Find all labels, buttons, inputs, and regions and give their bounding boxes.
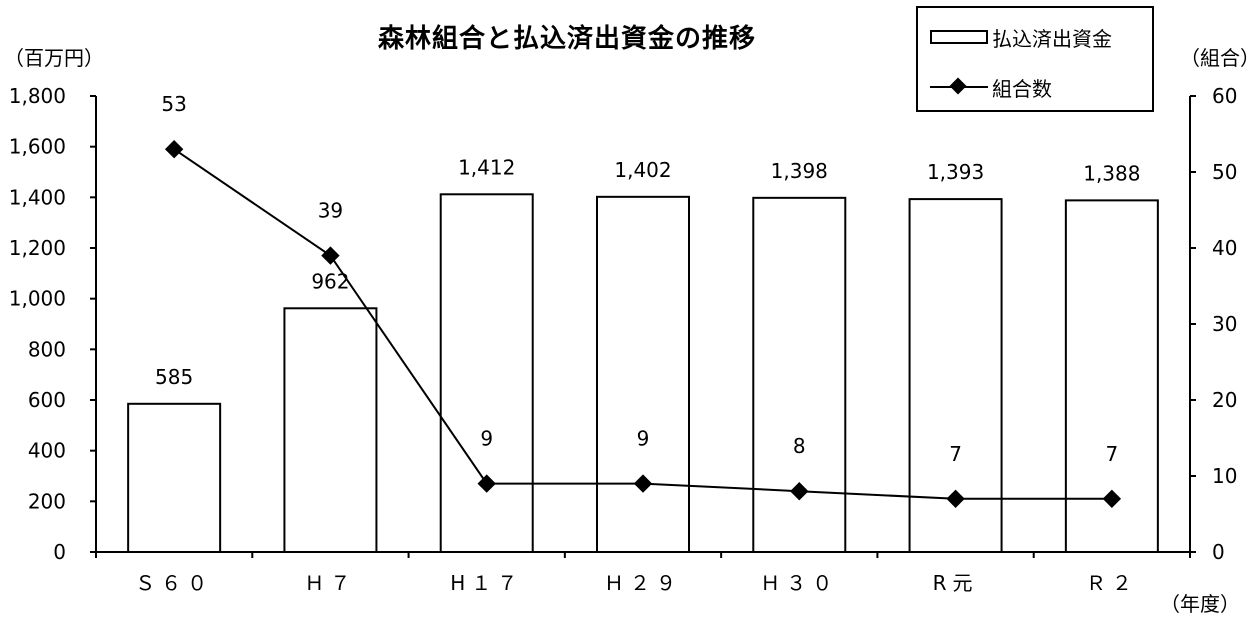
line-data-label: 7 xyxy=(949,442,962,466)
line-point xyxy=(477,474,496,493)
bar xyxy=(439,193,534,553)
y-left-tick-label: 1,800 xyxy=(9,84,66,108)
x-axis-unit: （年度） xyxy=(1160,592,1240,616)
y-left-tick-label: 1,200 xyxy=(9,236,66,260)
line-data-label: 9 xyxy=(480,427,493,451)
y-right-tick-label: 60 xyxy=(1212,84,1237,108)
y-left-tick-label: 400 xyxy=(28,439,66,463)
line-point xyxy=(946,489,965,508)
line-data-label: 9 xyxy=(637,427,650,451)
bar xyxy=(283,307,378,553)
y-right-tick-label: 40 xyxy=(1212,236,1237,260)
legend-line-label: 組合数 xyxy=(992,76,1052,101)
line-point xyxy=(1102,489,1122,508)
y-right-tick-label: 0 xyxy=(1212,540,1225,564)
y-left-tick-label: 1,000 xyxy=(9,287,66,311)
x-tick-label: Ｓ６０ xyxy=(135,571,213,595)
bar-data-label: 962 xyxy=(311,269,349,293)
legend-line-swatch xyxy=(930,77,988,97)
bar-data-label: 1,398 xyxy=(771,159,828,183)
y-right-tick-label: 20 xyxy=(1212,388,1237,412)
y-left-tick-label: 600 xyxy=(28,388,66,412)
legend-bar-label: 払込済出資金 xyxy=(992,26,1112,51)
y-left-tick-label: 800 xyxy=(28,337,66,361)
y-left-tick-label: 200 xyxy=(28,489,66,513)
bar-data-label: 1,402 xyxy=(614,158,671,182)
line-point xyxy=(633,474,653,493)
right-axis-unit: （組合） xyxy=(1180,46,1250,70)
line-point xyxy=(321,246,340,265)
legend-item-bars: 払込済出資金 xyxy=(930,22,1112,52)
legend-bar-swatch xyxy=(930,30,988,44)
line-layer xyxy=(164,140,1122,508)
line-data-label: 39 xyxy=(318,199,343,223)
line-point xyxy=(164,140,184,159)
y-right-tick-label: 50 xyxy=(1212,160,1237,184)
line-point xyxy=(790,482,809,501)
y-left-tick-label: 0 xyxy=(53,540,66,564)
bar-data-label: 1,412 xyxy=(458,155,515,179)
legend: 払込済出資金 組合数 xyxy=(916,6,1154,112)
bar-data-label: 1,388 xyxy=(1083,161,1140,185)
x-tick-label: H１７ xyxy=(450,571,523,595)
x-tick-label: Ｈ３０ xyxy=(760,571,838,595)
x-tick-label: Ｈ７ xyxy=(304,571,356,595)
y-left-tick-label: 1,600 xyxy=(9,135,66,159)
legend-item-line: 組合数 xyxy=(930,72,1052,102)
line-data-label: 8 xyxy=(793,434,806,458)
left-axis-unit: （百万円） xyxy=(4,46,104,70)
y-right-tick-label: 10 xyxy=(1212,464,1237,488)
y-left-tick-label: 1,400 xyxy=(9,185,66,209)
labels-layer: 585 962 1,412 1,402 1,398 1,393 1,388 53 39 9 9 8 7 7 xyxy=(155,92,1140,466)
bars-layer xyxy=(127,193,1159,554)
line-data-label: 7 xyxy=(1105,442,1118,466)
x-tick-label: Ｈ２９ xyxy=(604,571,682,595)
y-right-tick-label: 30 xyxy=(1212,312,1237,336)
bar-data-label: 1,393 xyxy=(927,160,984,184)
bar xyxy=(596,195,690,553)
x-tick-label: Ｒ２ xyxy=(1086,571,1138,595)
line-data-label: 53 xyxy=(161,92,186,116)
axes-layer: 0 200 400 600 800 1,000 1,200 1,400 1,600 1,800 0 1… xyxy=(9,84,1238,595)
bar-data-label: 585 xyxy=(155,365,193,389)
bar xyxy=(127,402,222,553)
chart-title: 森林組合と払込済出資金の推移 xyxy=(378,24,757,54)
x-tick-label: R元 xyxy=(933,571,979,595)
